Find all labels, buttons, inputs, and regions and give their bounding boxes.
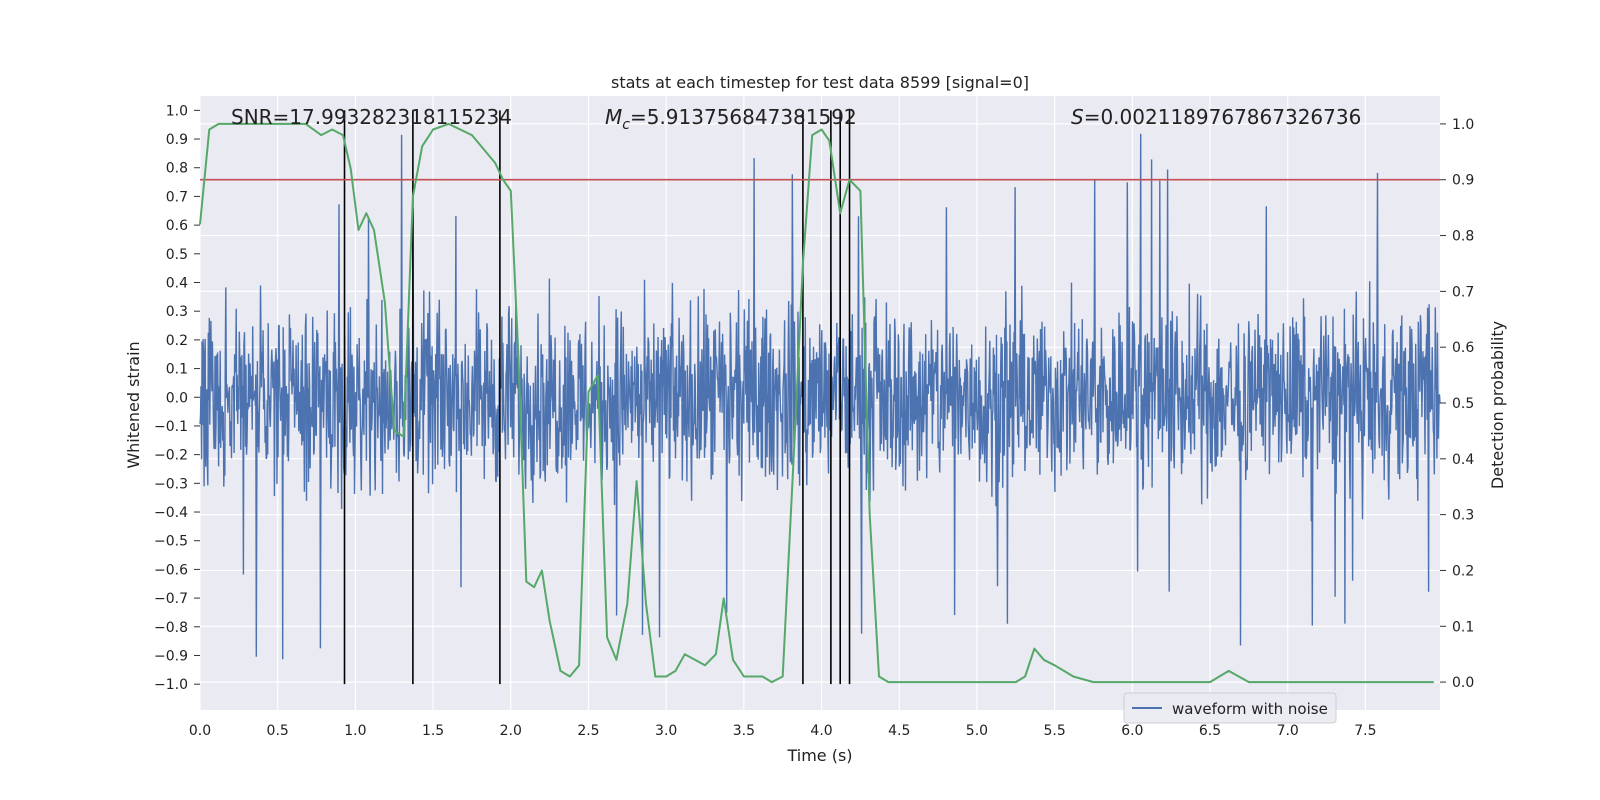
x-tick-label: 1.5 <box>422 723 444 739</box>
x-tick-label: 2.0 <box>500 723 522 739</box>
y-tick-label: −0.7 <box>154 591 188 607</box>
s-symbol: S <box>1071 105 1084 129</box>
x-tick-label: 7.0 <box>1277 723 1299 739</box>
y2-tick-label: 0.6 <box>1452 340 1474 356</box>
x-tick-label: 3.5 <box>733 723 755 739</box>
y-axis-label: Whitened strain <box>124 341 143 468</box>
legend-label: waveform with noise <box>1172 700 1328 718</box>
x-tick-label: 4.0 <box>810 723 832 739</box>
legend-box <box>1123 692 1337 724</box>
x-axis-label: Time (s) <box>786 746 852 765</box>
y-tick-label: −0.2 <box>154 448 188 464</box>
y-tick-label: 1.0 <box>166 103 188 119</box>
x-tick-label: 0.5 <box>267 723 289 739</box>
y-tick-label: −0.4 <box>154 505 188 521</box>
y-tick-label: 0.7 <box>166 189 188 205</box>
s-annotation: S=0.0021189767867326736 <box>1071 105 1361 129</box>
y2-tick-label: 0.3 <box>1452 508 1474 524</box>
detection-probability-series <box>199 122 1434 684</box>
detection-probability-line <box>199 122 1434 684</box>
y2-tick-label: 0.4 <box>1452 452 1474 468</box>
y2-tick-label: 0.5 <box>1452 396 1474 412</box>
x-tick-label: 7.5 <box>1354 723 1376 739</box>
y2-tick-label: 0.8 <box>1452 229 1474 245</box>
x-tick-label: 2.5 <box>577 723 599 739</box>
x-tick-label: 5.5 <box>1044 723 1066 739</box>
y2-tick-label: 0.1 <box>1452 619 1474 635</box>
y-tick-label: 0.1 <box>166 362 188 378</box>
x-tick-label: 6.5 <box>1199 723 1221 739</box>
chart-title: stats at each timestep for test data 859… <box>611 73 1029 92</box>
y-tick-label: 0.3 <box>166 304 188 320</box>
y-tick-label: 0.5 <box>166 247 188 263</box>
y-tick-label: −1.0 <box>154 677 188 693</box>
chirp-mass-value: =5.913756847381592 <box>630 105 857 129</box>
legend: waveform with noise <box>1123 692 1337 724</box>
y-tick-label: 0.4 <box>166 275 188 291</box>
chirp-mass-symbol: M <box>605 105 622 129</box>
x-tick-label: 0.0 <box>189 723 211 739</box>
y2-tick-label: 1.0 <box>1452 117 1474 133</box>
y-tick-label: −0.8 <box>154 620 188 636</box>
x-tick-label: 6.0 <box>1121 723 1143 739</box>
chirp-mass-subscript: c <box>622 117 630 133</box>
y-tick-label: −0.5 <box>154 534 188 550</box>
s-value: =0.0021189767867326736 <box>1084 105 1362 129</box>
y2-tick-label: 0.0 <box>1452 675 1474 691</box>
x-tick-label: 4.5 <box>888 723 910 739</box>
y-tick-label: 0.9 <box>166 132 188 148</box>
y2-tick-label: 0.7 <box>1452 284 1474 300</box>
y2-tick-label: 0.9 <box>1452 173 1474 189</box>
y-tick-label: 0.0 <box>166 390 188 406</box>
y-tick-label: −0.6 <box>154 562 188 578</box>
x-tick-label: 1.0 <box>344 723 366 739</box>
y-tick-label: −0.3 <box>154 476 188 492</box>
chirp-mass-annotation: Mc=5.913756847381592 <box>605 105 857 133</box>
y-tick-label: 0.2 <box>166 333 188 349</box>
x-tick-label: 3.0 <box>655 723 677 739</box>
y-tick-label: 0.8 <box>166 161 188 177</box>
y2-axis-ticks: 0.0 0.1 0.2 0.3 0.4 0.5 0.6 0.7 0.8 0.9 1.0 <box>1440 117 1474 691</box>
y-tick-label: 0.6 <box>166 218 188 234</box>
x-axis-ticks: 0.0 0.5 1.0 1.5 2.0 2.5 3.0 3.5 4.0 4.5 5.0 5.5 6.0 6… <box>189 723 1377 739</box>
y-tick-label: −0.1 <box>154 419 188 435</box>
y-tick-label: −0.9 <box>154 648 188 664</box>
y2-axis-label: Detection probability <box>1488 321 1507 489</box>
x-tick-label: 5.0 <box>966 723 988 739</box>
snr-annotation: SNR=17.993282318115234 <box>231 105 512 129</box>
y-axis-ticks: 1.0 0.9 0.8 0.7 0.6 0.5 0.4 0.3 0.2 0.1 0.0 −0.1 −0.… <box>154 103 200 693</box>
y2-tick-label: 0.2 <box>1452 563 1474 579</box>
